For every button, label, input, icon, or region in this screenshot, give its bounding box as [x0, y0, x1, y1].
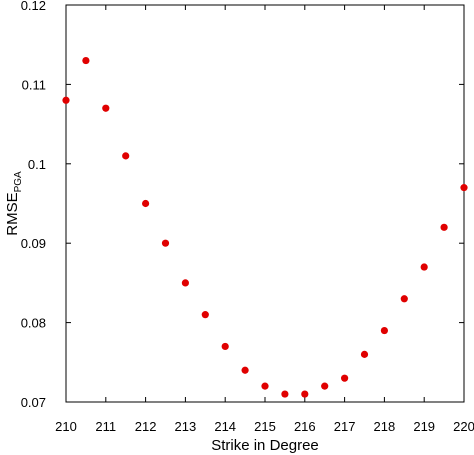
- x-axis-tick-labels: 210 211 212 213 214 215 216 217 218 219 220: [55, 419, 474, 434]
- data-point: [321, 382, 329, 390]
- y-tick-label: 0.12: [21, 0, 46, 13]
- y-tick-label: 0.11: [22, 77, 46, 92]
- y-axis-title-subscript: PGA: [13, 171, 24, 192]
- y-tick-label: 0.07: [21, 395, 46, 410]
- data-point: [221, 342, 229, 351]
- data-point: [400, 295, 408, 303]
- data-point: [122, 152, 130, 160]
- x-tick-label: 215: [254, 419, 276, 434]
- data-point: [420, 263, 428, 271]
- data-point: [440, 223, 448, 231]
- y-tick-label: 0.1: [28, 157, 46, 172]
- x-axis-ticks: [65, 5, 465, 402]
- data-point: [102, 104, 110, 112]
- plot-frame: [65, 4, 465, 403]
- y-axis-tick-labels: 0.07 0.08 0.09 0.1 0.11 0.12: [21, 0, 46, 410]
- data-point: [241, 366, 249, 374]
- x-axis-title: Strike in Degree: [211, 437, 319, 454]
- data-point: [62, 96, 70, 104]
- data-point: [460, 184, 468, 192]
- data-point: [181, 279, 189, 287]
- data-point: [341, 374, 349, 382]
- y-tick-label: 0.09: [21, 236, 46, 251]
- y-tick-label: 0.08: [21, 316, 46, 331]
- x-tick-label: 213: [175, 419, 197, 434]
- x-tick-label: 220: [453, 419, 474, 434]
- x-tick-label: 210: [55, 419, 77, 434]
- y-axis-title-main: RMSE: [4, 192, 21, 235]
- data-point: [360, 350, 369, 358]
- data-point: [142, 199, 150, 208]
- data-point: [380, 326, 388, 335]
- x-tick-label: 218: [374, 419, 396, 434]
- data-point: [201, 311, 209, 319]
- x-tick-label: 212: [135, 419, 157, 434]
- data-point: [281, 390, 289, 398]
- data-point: [261, 382, 269, 390]
- x-tick-label: 217: [334, 419, 356, 434]
- x-tick-label: 216: [294, 419, 316, 434]
- y-axis-title: RMSEPGA: [4, 171, 24, 236]
- data-points: [62, 56, 468, 398]
- x-tick-label: 219: [413, 419, 435, 434]
- x-tick-label: 211: [95, 419, 116, 434]
- data-point: [82, 56, 90, 65]
- y-axis-ticks: [66, 4, 464, 403]
- data-point: [161, 239, 170, 247]
- data-point: [301, 390, 309, 398]
- x-tick-label: 214: [214, 419, 236, 434]
